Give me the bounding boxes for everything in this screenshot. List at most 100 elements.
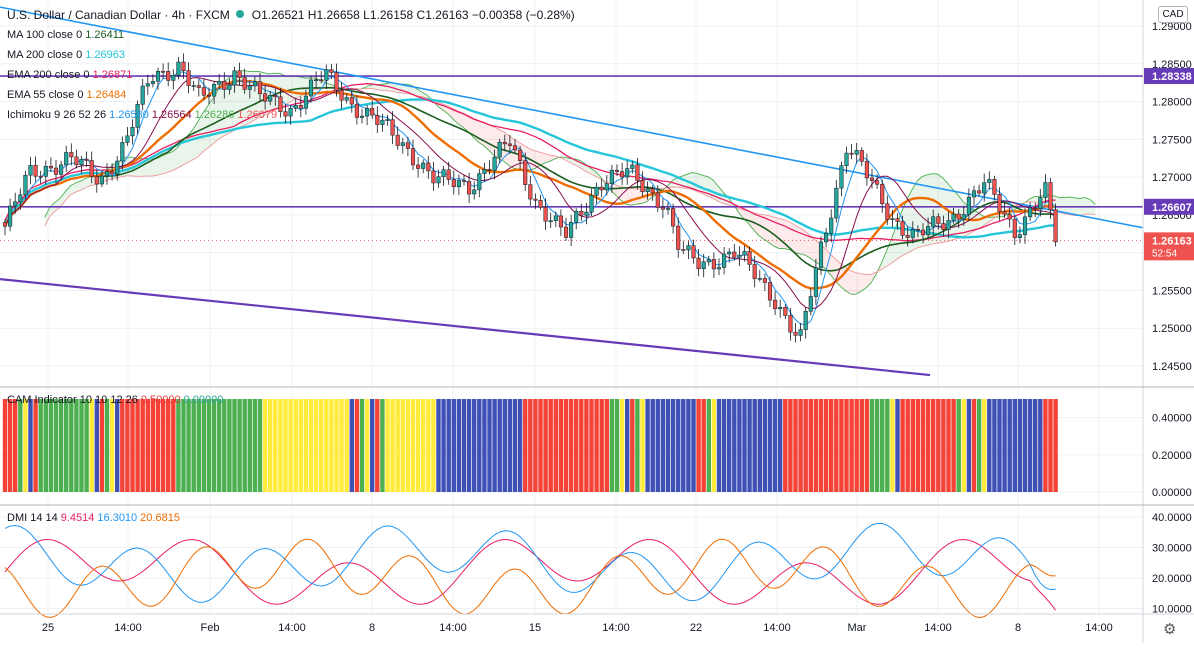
cam-bar [844, 399, 848, 492]
time-tick-label: 8 [1015, 622, 1021, 634]
price-badge-label: 1.28338 [1152, 71, 1192, 83]
chart-header: U.S. Dollar / Canadian Dollar · 4h · FXC… [7, 8, 575, 22]
settings-gear-icon[interactable]: ⚙ [1163, 620, 1176, 638]
candle-body [544, 207, 548, 221]
cam-bar [875, 399, 879, 492]
candle-body [442, 170, 446, 177]
candle-body [595, 187, 599, 195]
time-tick-label: 25 [42, 622, 54, 634]
cam-bar [676, 399, 680, 492]
cam-bar [625, 399, 629, 492]
candle-body [3, 222, 7, 226]
candle-body [911, 229, 915, 237]
cloud-segment [295, 76, 300, 99]
cam-bar [197, 399, 201, 492]
candle-body [294, 105, 298, 108]
candle-body [773, 300, 777, 309]
cam-bar [141, 399, 145, 492]
candle-body [44, 166, 48, 176]
cam-bar [345, 399, 349, 492]
cam-bar [253, 399, 257, 492]
candle-body [625, 169, 629, 177]
candle-body [411, 149, 415, 165]
candle-body [569, 222, 573, 237]
time-tick-label: 14:00 [439, 622, 467, 634]
legend-label: MA 100 close 0 [7, 29, 82, 41]
candle-body [937, 217, 941, 224]
candle-body [503, 142, 507, 144]
cloud-segment [723, 192, 728, 205]
cam-bar [3, 399, 7, 492]
candle-body [855, 150, 859, 154]
cam-bar [600, 399, 604, 492]
cam-bar [620, 399, 624, 492]
cam-bar [237, 399, 241, 492]
cam-bar [1038, 399, 1042, 492]
cam-bar [651, 399, 655, 492]
cam-bar [263, 399, 267, 492]
cam-bar [161, 399, 165, 492]
time-tick-label: Feb [201, 622, 220, 634]
candle-body [967, 197, 971, 214]
cam-bar [472, 399, 476, 492]
candle-body [330, 70, 334, 73]
cloud-segment [478, 120, 483, 145]
candle-body [457, 180, 461, 186]
cam-bar [824, 399, 828, 492]
candle-body [34, 165, 38, 176]
candle-body [758, 278, 762, 279]
cam-bar [758, 399, 762, 492]
candle-body [49, 166, 53, 168]
candle-body [39, 176, 43, 177]
cam-bar [594, 399, 598, 492]
legend-value: 1.26871 [93, 69, 133, 81]
cloud-segment [795, 225, 800, 254]
cam-bar [39, 399, 43, 492]
candle-body [564, 227, 568, 237]
cam-bar [365, 399, 369, 492]
candle-body [289, 108, 293, 116]
cam-bar [100, 399, 104, 492]
cam-tick-label: 0.20000 [1152, 450, 1192, 462]
candle-body [340, 90, 344, 100]
candle-body [335, 73, 339, 91]
cam-bar [324, 399, 328, 492]
cam-bar [146, 399, 150, 492]
candle-body [472, 190, 476, 194]
candle-body [100, 176, 104, 184]
candle-body [325, 70, 329, 81]
time-tick-label: 8 [369, 622, 375, 634]
cam-bar [350, 399, 354, 492]
cam-bar [533, 399, 537, 492]
legend-value: 9.4514 [61, 512, 95, 524]
symbol-title[interactable]: U.S. Dollar / Canadian Dollar · 4h · FXC… [7, 8, 230, 22]
candle-body [105, 172, 109, 176]
cloud-segment [152, 158, 157, 176]
currency-badge[interactable]: CAD [1158, 6, 1188, 23]
price-tick-label: 1.25500 [1152, 285, 1192, 297]
candle-body [727, 252, 731, 254]
candle-body [8, 206, 12, 226]
cam-bar [885, 399, 889, 492]
candle-body [59, 165, 63, 175]
candle-body [722, 254, 726, 267]
cam-bar [1053, 399, 1057, 492]
cam-bar [110, 399, 114, 492]
cam-bar [666, 399, 670, 492]
cam-bar [339, 399, 343, 492]
cam-bar [232, 399, 236, 492]
legend-value: 1.26580 [109, 109, 149, 121]
cam-bar [635, 399, 639, 492]
cam-bar [467, 399, 471, 492]
countdown-label: 52:54 [1152, 248, 1177, 259]
candle-body [947, 220, 951, 229]
cam-bar [543, 399, 547, 492]
candle-body [993, 179, 997, 194]
cam-bar [8, 399, 12, 492]
